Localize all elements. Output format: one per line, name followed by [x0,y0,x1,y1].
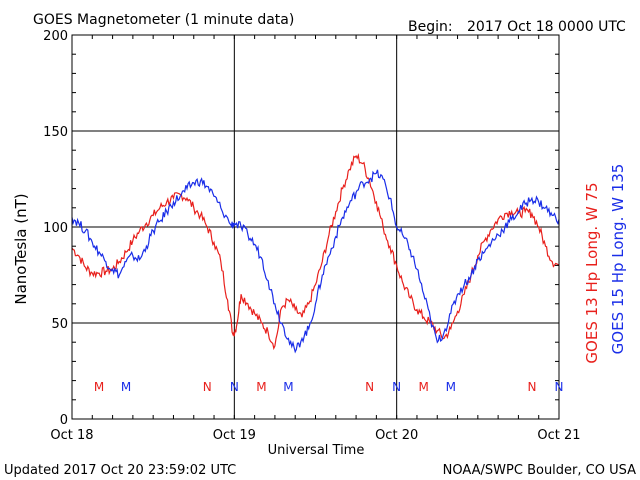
annotation-m: M [256,380,266,394]
annotation-m: M [446,380,456,394]
annotation-n: N [555,380,564,394]
begin-value: 2017 Oct 18 0000 UTC [467,19,626,35]
annotation-n: N [527,380,536,394]
x-tick-label: Oct 18 [50,428,93,443]
x-tick-label: Oct 19 [213,428,256,443]
y-tick-label: 50 [51,317,68,332]
x-axis-label: Universal Time [268,443,365,458]
annotation-n: N [365,380,374,394]
y-axis-label: NanoTesla (nT) [12,193,30,304]
annotation-n: N [230,380,239,394]
axis-ticks: 0 50 100 150 200 Oct 18 Oct 19 Oct 20 Oct 21 [43,29,580,443]
chart-title: GOES Magnetometer (1 minute data) [33,12,294,28]
series-lines [71,152,560,354]
annotation-m: M [283,380,293,394]
begin-label: Begin: [408,19,453,35]
annotation-m: M [94,380,104,394]
y-tick-label: 150 [43,125,68,140]
footer-credit: NOAA/SWPC Boulder, CO USA [443,463,636,478]
series-line-goes-15-hp [71,169,560,354]
annotation-m: M [121,380,131,394]
annotation-m: M [419,380,429,394]
x-tick-label: Oct 20 [375,428,418,443]
legend-goes13: GOES 13 Hp Long. W 75 [583,182,601,363]
x-tick-label: Oct 21 [537,428,580,443]
y-tick-label: 0 [60,413,68,428]
footer-updated: Updated 2017 Oct 20 23:59:02 UTC [4,463,236,478]
annotation-n: N [392,380,401,394]
y-tick-label: 100 [43,221,68,236]
y-tick-label: 200 [43,29,68,44]
legend-goes15: GOES 15 Hp Long. W 135 [609,164,627,355]
annotation-n: N [203,380,212,394]
